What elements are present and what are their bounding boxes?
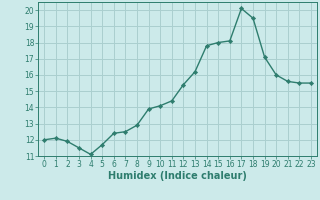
- X-axis label: Humidex (Indice chaleur): Humidex (Indice chaleur): [108, 171, 247, 181]
